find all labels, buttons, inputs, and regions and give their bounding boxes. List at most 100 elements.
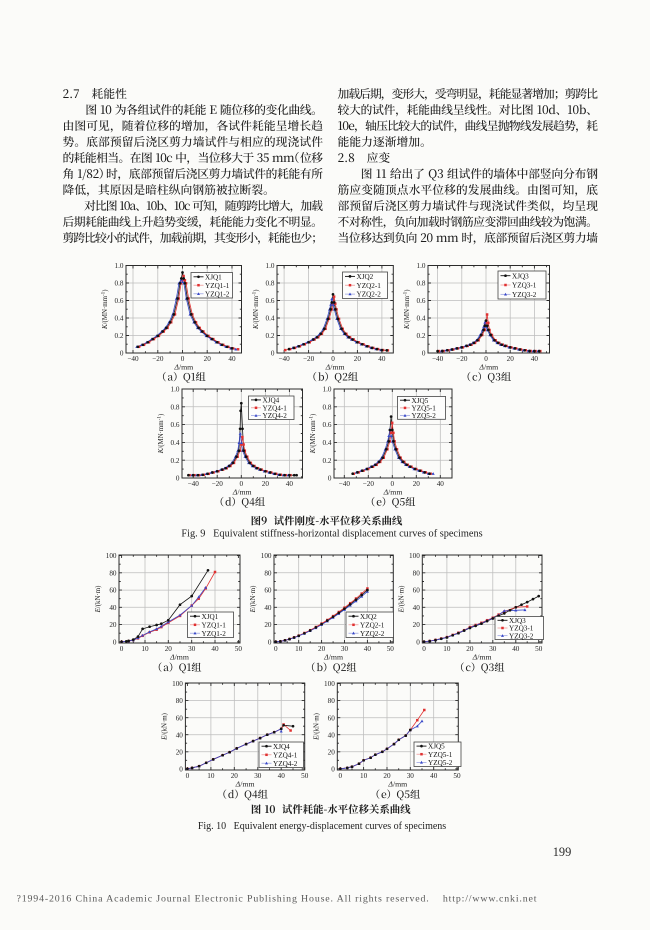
svg-text:YZQ5-1: YZQ5-1 xyxy=(428,751,453,759)
svg-text:0: 0 xyxy=(120,350,124,358)
svg-text:YZQ2-1: YZQ2-1 xyxy=(357,282,382,290)
svg-text:YZQ4-1: YZQ4-1 xyxy=(273,751,298,759)
svg-text:20: 20 xyxy=(413,480,421,488)
svg-text:10: 10 xyxy=(443,645,451,653)
svg-text:60: 60 xyxy=(176,714,184,722)
svg-text:80: 80 xyxy=(413,569,421,577)
svg-text:0.8: 0.8 xyxy=(115,280,124,288)
svg-text:40: 40 xyxy=(286,480,294,488)
svg-text:YZQ4-2: YZQ4-2 xyxy=(263,412,288,420)
svg-text:20: 20 xyxy=(383,772,391,780)
svg-text:E/(kN·m): E/(kN·m) xyxy=(161,713,168,741)
svg-text:−20: −20 xyxy=(363,480,375,488)
svg-text:80: 80 xyxy=(328,697,336,705)
svg-text:0.4: 0.4 xyxy=(115,315,124,323)
svg-text:40: 40 xyxy=(413,604,421,612)
svg-text:−40: −40 xyxy=(339,480,351,488)
svg-text:0: 0 xyxy=(416,638,420,646)
svg-text:−40: −40 xyxy=(188,480,200,488)
svg-text:0: 0 xyxy=(181,355,185,363)
svg-text:Δ/mm: Δ/mm xyxy=(169,653,189,662)
svg-text:40: 40 xyxy=(278,772,286,780)
svg-text:0.4: 0.4 xyxy=(417,315,426,323)
svg-text:Fig. 9 Equivalent stiffness-: Fig. 9 Equivalent stiffness-horizontal d… xyxy=(181,529,482,540)
svg-text:−20: −20 xyxy=(212,480,224,488)
svg-text:YZQ3-1: YZQ3-1 xyxy=(509,625,534,633)
svg-text:0: 0 xyxy=(422,645,426,653)
svg-text:20: 20 xyxy=(328,748,336,756)
svg-text:1.0: 1.0 xyxy=(323,386,332,394)
svg-text:30: 30 xyxy=(341,645,349,653)
svg-text:0: 0 xyxy=(339,772,343,780)
svg-text:1.0: 1.0 xyxy=(171,386,180,394)
svg-text:0.4: 0.4 xyxy=(323,439,332,447)
svg-text:K/(MN·mm-1): K/(MN·mm-1) xyxy=(308,414,317,455)
svg-text:40: 40 xyxy=(264,604,272,612)
svg-text:Δ/mm: Δ/mm xyxy=(387,780,407,789)
svg-text:0: 0 xyxy=(176,475,180,483)
svg-text:XJQ3: XJQ3 xyxy=(509,617,526,625)
svg-text:YZQ3-2: YZQ3-2 xyxy=(512,291,537,299)
svg-text:0: 0 xyxy=(422,350,426,358)
svg-text:10: 10 xyxy=(295,645,303,653)
svg-text:−40: −40 xyxy=(127,355,139,363)
svg-text:40: 40 xyxy=(430,772,438,780)
svg-text:60: 60 xyxy=(413,587,421,595)
svg-text:YZQ2-2: YZQ2-2 xyxy=(357,291,382,299)
svg-text:100: 100 xyxy=(409,552,420,560)
svg-text:YZQ4-2: YZQ4-2 xyxy=(273,760,298,768)
svg-text:0.6: 0.6 xyxy=(417,297,426,305)
svg-text:0: 0 xyxy=(186,772,190,780)
svg-text:0: 0 xyxy=(331,765,335,773)
svg-text:Δ/mm: Δ/mm xyxy=(383,488,403,497)
svg-text:YZQ1-2: YZQ1-2 xyxy=(205,290,230,298)
svg-text:Δ/mm: Δ/mm xyxy=(325,363,345,372)
svg-text:Δ/mm: Δ/mm xyxy=(173,363,193,372)
svg-text:0: 0 xyxy=(120,645,124,653)
svg-text:0.6: 0.6 xyxy=(171,421,180,429)
svg-text:Δ/mm: Δ/mm xyxy=(235,780,255,789)
svg-text:40: 40 xyxy=(328,731,336,739)
svg-text:YZQ1-1: YZQ1-1 xyxy=(205,282,230,290)
svg-text:0: 0 xyxy=(328,475,332,483)
svg-text:40: 40 xyxy=(512,645,520,653)
svg-text:0.2: 0.2 xyxy=(266,332,275,340)
svg-text:XJQ2: XJQ2 xyxy=(360,613,377,621)
svg-text:60: 60 xyxy=(264,587,272,595)
svg-text:20: 20 xyxy=(507,355,515,363)
svg-text:0: 0 xyxy=(274,645,278,653)
svg-text:0.8: 0.8 xyxy=(323,403,332,411)
svg-text:K/(MN·mm-1): K/(MN·mm-1) xyxy=(402,289,411,330)
svg-text:K/(MN·mm-1): K/(MN·mm-1) xyxy=(156,414,165,455)
svg-text:40: 40 xyxy=(228,355,236,363)
svg-text:199: 199 xyxy=(553,845,572,859)
svg-text:100: 100 xyxy=(106,552,117,560)
svg-text:40: 40 xyxy=(109,604,117,612)
svg-text:20: 20 xyxy=(354,355,362,363)
svg-text:E/(kN·m): E/(kN·m) xyxy=(313,713,320,741)
svg-text:XJQ1: XJQ1 xyxy=(202,613,219,621)
svg-text:1.0: 1.0 xyxy=(417,262,426,270)
svg-text:100: 100 xyxy=(172,680,183,688)
svg-text:40: 40 xyxy=(437,480,445,488)
svg-text:XJQ5: XJQ5 xyxy=(428,743,445,751)
svg-text:20: 20 xyxy=(109,621,117,629)
svg-text:60: 60 xyxy=(109,587,117,595)
svg-text:20: 20 xyxy=(413,621,421,629)
svg-text:Δ/mm: Δ/mm xyxy=(472,653,492,662)
svg-text:0.6: 0.6 xyxy=(115,297,124,305)
svg-text:40: 40 xyxy=(531,355,539,363)
svg-text:80: 80 xyxy=(176,697,184,705)
svg-text:60: 60 xyxy=(328,714,336,722)
svg-text:50: 50 xyxy=(535,645,543,653)
svg-text:20: 20 xyxy=(231,772,239,780)
svg-text:20: 20 xyxy=(176,748,184,756)
svg-text:40: 40 xyxy=(211,645,219,653)
svg-text:20: 20 xyxy=(466,645,474,653)
svg-text:80: 80 xyxy=(109,569,117,577)
svg-text:YZQ5-2: YZQ5-2 xyxy=(412,412,437,420)
svg-text:Fig. 10 Equivalent energy-di: Fig. 10 Equivalent energy-displacement c… xyxy=(198,821,446,832)
svg-text:50: 50 xyxy=(387,645,395,653)
svg-text:E/(kN·m): E/(kN·m) xyxy=(250,586,257,614)
svg-text:YZQ3-1: YZQ3-1 xyxy=(512,282,537,290)
